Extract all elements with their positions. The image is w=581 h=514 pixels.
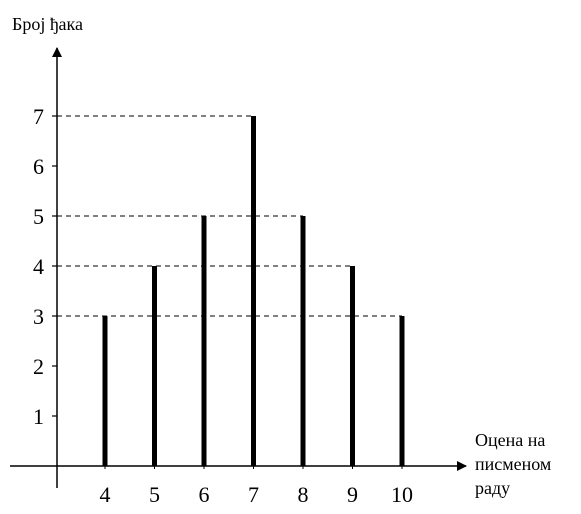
y-tick-label-4: 4 bbox=[33, 254, 44, 279]
x-tick-label-7: 7 bbox=[248, 482, 259, 507]
bar-9 bbox=[350, 266, 355, 466]
x-axis-title-line-1: Оцена на bbox=[475, 430, 545, 450]
bar-8 bbox=[300, 216, 306, 466]
y-tick-label-2: 2 bbox=[33, 354, 44, 379]
y-axis-title: Број ђака bbox=[12, 14, 83, 34]
bar-7 bbox=[251, 116, 256, 466]
bar-10 bbox=[399, 316, 405, 466]
bars bbox=[102, 116, 405, 466]
x-tick-label-9: 9 bbox=[347, 482, 358, 507]
y-tick-label-3: 3 bbox=[33, 304, 44, 329]
y-tick-label-6: 6 bbox=[33, 154, 44, 179]
bar-4 bbox=[102, 316, 108, 466]
y-tick-label-7: 7 bbox=[33, 104, 44, 129]
x-tick-label-5: 5 bbox=[149, 482, 160, 507]
x-axis-title-line-3: раду bbox=[475, 478, 510, 498]
x-tick-labels: 4 5 6 7 8 9 10 bbox=[100, 466, 413, 507]
y-tick-label-1: 1 bbox=[33, 404, 44, 429]
x-axis-title-line-2: писменом bbox=[475, 454, 551, 474]
x-tick-label-4: 4 bbox=[100, 482, 111, 507]
y-tick-label-5: 5 bbox=[33, 204, 44, 229]
x-tick-label-8: 8 bbox=[298, 482, 309, 507]
x-tick-label-10: 10 bbox=[391, 482, 413, 507]
bar-6 bbox=[201, 216, 207, 466]
y-ticks: 1 2 3 4 5 6 7 bbox=[33, 104, 57, 429]
x-tick-label-6: 6 bbox=[199, 482, 210, 507]
bar-5 bbox=[152, 266, 157, 466]
